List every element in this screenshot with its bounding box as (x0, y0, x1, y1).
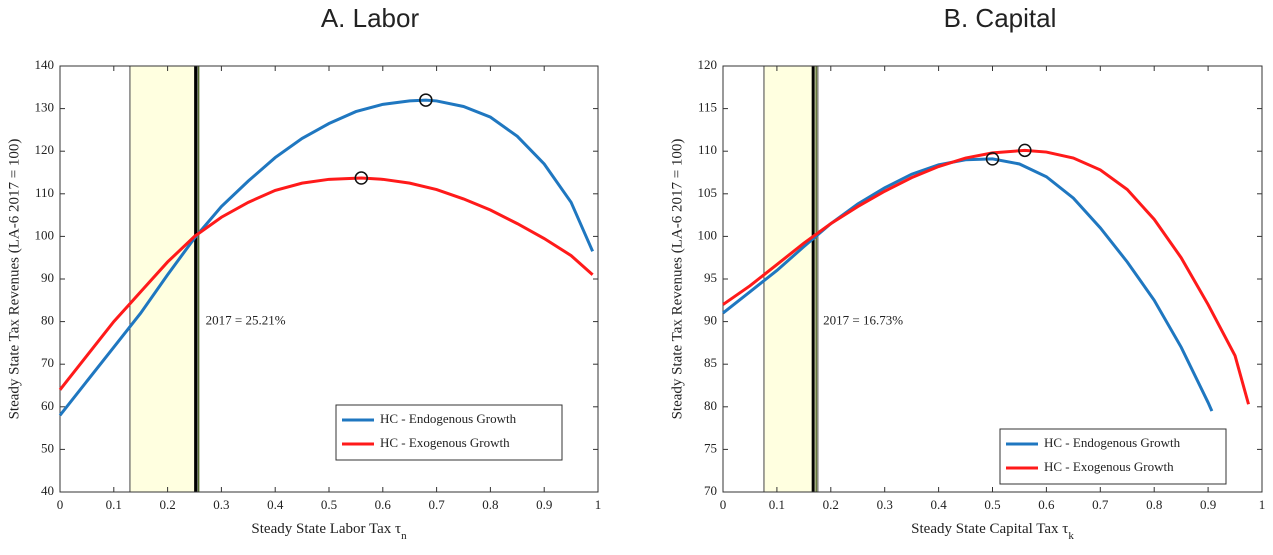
y-tick-label: 120 (698, 57, 718, 72)
max-marker (419, 93, 433, 107)
y-tick-label: 85 (704, 355, 717, 370)
x-tick-label: 0.9 (536, 497, 552, 512)
y-tick-label: 105 (698, 185, 718, 200)
y-tick-label: 100 (698, 227, 718, 242)
legend-label: HC - Exogenous Growth (1044, 459, 1174, 474)
max-marker (1018, 143, 1032, 158)
annotation: 2017 = 25.21% (206, 313, 286, 328)
x-tick-label: 0.6 (375, 497, 392, 512)
plot-frame (59, 65, 599, 493)
y-tick-label: 90 (41, 270, 54, 285)
line-series (58, 176, 594, 391)
y-tick-label: 80 (704, 398, 717, 413)
x-tick-label: 0.6 (1038, 497, 1055, 512)
x-tick-label: 0.2 (823, 497, 839, 512)
y-tick-label: 110 (698, 142, 717, 157)
legend-box (999, 428, 1227, 485)
shaded-region (763, 65, 819, 493)
x-tick-label: 0.5 (984, 497, 1000, 512)
y-tick-label: 60 (41, 398, 54, 413)
legend-box (335, 404, 563, 461)
y-tick-label: 115 (698, 100, 717, 115)
x-tick-label: 0.2 (159, 497, 175, 512)
y-axis-label: Steady State Tax Revenues (LA-6 2017 = 1… (669, 139, 685, 420)
x-axis-label-subscript: n (401, 530, 407, 542)
y-tick-label: 75 (704, 440, 717, 455)
line-series (58, 98, 594, 417)
x-tick-label: 0.1 (106, 497, 122, 512)
x-axis-label-main: Steady State Labor Tax τ (251, 521, 401, 537)
y-tick-label: 140 (35, 57, 55, 72)
chart-title: B. Capital (944, 3, 1057, 33)
panel: A. Labor 2017 = 25.21% 0 0.1 0.2 0.3 0.4 0.5 0.6… (6, 3, 601, 542)
x-tick-label: 0.4 (267, 497, 284, 512)
x-tick-label: 1 (1259, 497, 1266, 512)
legend-label: HC - Exogenous Growth (380, 435, 510, 450)
x-axis-label-subscript: k (1068, 530, 1074, 542)
y-tick-label: 70 (41, 355, 54, 370)
annotation: 2017 = 16.73% (823, 313, 903, 328)
x-tick-label: 0.5 (321, 497, 337, 512)
plot-frame (722, 65, 1263, 493)
x-tick-label: 0.1 (769, 497, 785, 512)
x-tick-label: 0 (57, 497, 64, 512)
x-tick-label: 0.9 (1200, 497, 1216, 512)
legend-label: HC - Endogenous Growth (380, 411, 517, 426)
x-tick-label: 0.8 (1146, 497, 1162, 512)
legend-label: HC - Endogenous Growth (1044, 435, 1181, 450)
x-axis-label: Steady State Capital Tax τk (911, 521, 1074, 541)
y-tick-label: 130 (35, 100, 55, 115)
line-series (722, 157, 1214, 412)
x-tick-label: 1 (595, 497, 602, 512)
panel: B. Capital 2017 = 16.73% 0 0.1 0.2 0.3 0.4 0.5 0… (669, 3, 1265, 542)
y-tick-label: 90 (704, 313, 717, 328)
x-tick-label: 0 (720, 497, 727, 512)
x-tick-label: 0.4 (930, 497, 947, 512)
max-marker (354, 171, 369, 185)
y-tick-label: 110 (35, 185, 54, 200)
max-marker (985, 152, 1000, 166)
chart-title: A. Labor (321, 3, 420, 33)
y-tick-label: 100 (35, 227, 55, 242)
x-tick-label: 0.3 (877, 497, 893, 512)
y-tick-label: 50 (41, 440, 54, 455)
x-tick-label: 0.3 (213, 497, 229, 512)
y-axis-label: Steady State Tax Revenues (LA-6 2017 = 1… (6, 139, 22, 420)
x-axis-label: Steady State Labor Tax τn (251, 521, 407, 541)
x-tick-label: 0.7 (1092, 497, 1109, 512)
x-axis-label-main: Steady State Capital Tax τ (911, 521, 1068, 537)
y-tick-label: 95 (704, 270, 717, 285)
x-tick-label: 0.7 (428, 497, 445, 512)
y-tick-label: 120 (35, 142, 55, 157)
y-tick-label: 70 (704, 483, 717, 498)
x-tick-label: 0.8 (482, 497, 498, 512)
y-tick-label: 80 (41, 313, 54, 328)
y-tick-label: 40 (41, 483, 54, 498)
